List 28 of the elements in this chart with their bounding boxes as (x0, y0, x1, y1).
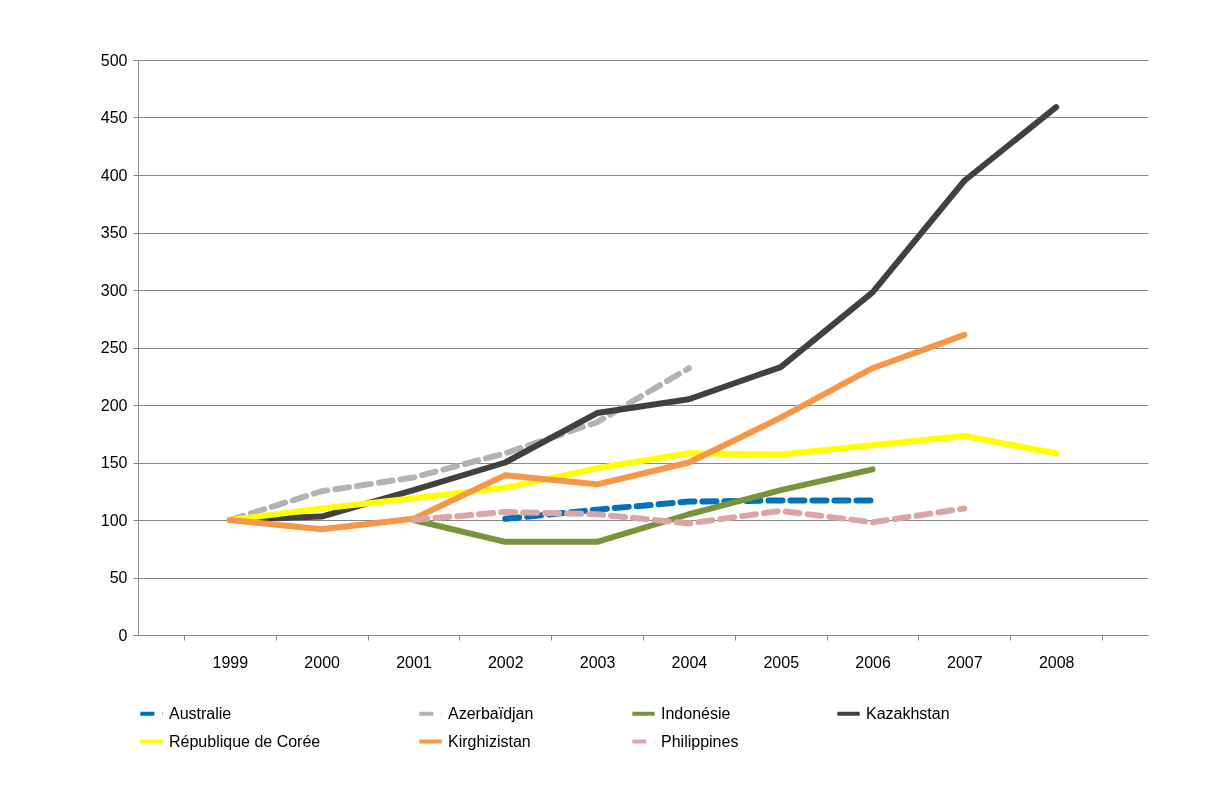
x-tick-label: 2000 (304, 653, 341, 671)
x-tick-label: 1999 (212, 653, 249, 671)
x-tick-label: 2006 (855, 653, 891, 671)
legend-label: Azerbaïdjan (448, 704, 534, 722)
y-tick-label: 500 (100, 51, 128, 69)
x-tick-label: 2003 (579, 653, 616, 671)
y-tick-label: 100 (100, 511, 128, 529)
y-tick-label: 450 (100, 109, 128, 126)
legend-label: Indonésie (661, 704, 731, 722)
legend-label: Kazakhstan (866, 704, 950, 722)
y-tick-label: 0 (118, 626, 128, 644)
x-tick-label: 2001 (396, 653, 432, 671)
y-tick-label: 150 (100, 454, 128, 471)
y-tick-label: 400 (100, 166, 128, 184)
y-tick-label: 350 (100, 224, 128, 241)
x-tick-label: 2007 (947, 653, 983, 671)
y-tick-label: 200 (100, 396, 128, 414)
legend-label: Philippines (661, 732, 739, 750)
x-tick-label: 2002 (487, 653, 524, 671)
y-tick-label: 250 (100, 339, 128, 356)
y-tick-label: 50 (109, 569, 128, 586)
y-tick-label: 300 (100, 281, 128, 299)
x-tick-label: 2005 (763, 653, 800, 671)
x-tick-label: 2004 (671, 653, 708, 671)
x-tick-label: 2008 (1038, 653, 1075, 671)
legend-label: Kirghizistan (448, 732, 531, 750)
legend-label: Australie (169, 704, 232, 722)
legend-label: République de Corée (169, 732, 321, 750)
